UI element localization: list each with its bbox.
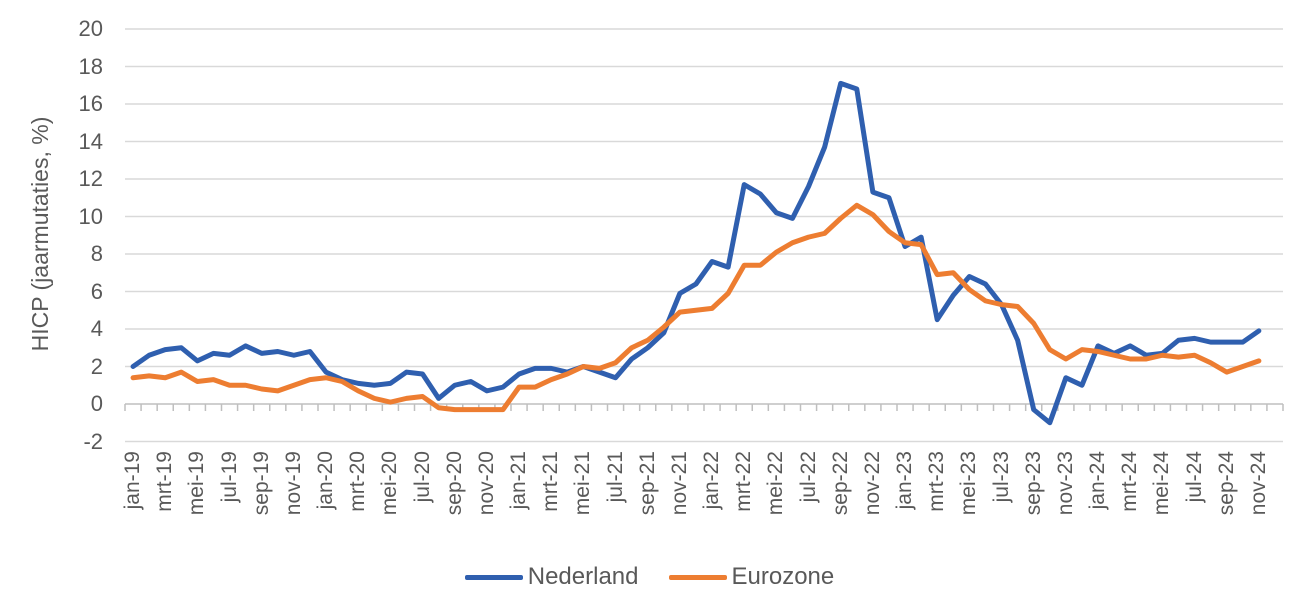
y-axis-title: HICP (jaarmutaties, %) <box>27 116 53 352</box>
x-axis-tick-label: jan-23 <box>893 451 917 510</box>
x-axis-tick-label: nov-20 <box>474 451 498 516</box>
y-axis-tick-label: 2 <box>90 353 103 379</box>
x-axis-tick-label: sep-21 <box>635 451 659 516</box>
y-axis-tick-label: 14 <box>78 128 103 154</box>
nederland-line-swatch-icon <box>464 574 523 580</box>
x-axis-tick-label: mrt-22 <box>732 451 756 512</box>
x-axis-tick-label: sep-23 <box>1021 451 1045 516</box>
y-axis-tick-label: 10 <box>78 203 103 229</box>
y-axis-tick-label: 6 <box>90 278 103 304</box>
y-axis-tick-label: -2 <box>83 428 103 454</box>
x-axis-tick-label: mei-21 <box>571 451 595 516</box>
x-axis-tick-label: nov-24 <box>1246 451 1270 516</box>
x-axis-tick-label: mrt-24 <box>1118 451 1142 512</box>
x-axis-tick-label: mei-19 <box>185 451 209 516</box>
x-axis-tick-label: jan-24 <box>1086 451 1110 510</box>
x-axis-tick-label: jan-20 <box>314 451 338 510</box>
legend-label-nederland: Nederland <box>527 563 639 590</box>
x-axis-tick-label: mrt-20 <box>346 451 370 512</box>
x-axis-tick-label: nov-23 <box>1053 451 1077 516</box>
x-axis-tick-label: sep-19 <box>249 451 273 516</box>
x-axis-tick-label: mei-22 <box>764 451 788 516</box>
series-line-nederland <box>130 80 1262 426</box>
x-axis-tick-label: mrt-23 <box>925 451 949 512</box>
x-axis-tick-label: mrt-19 <box>153 451 177 512</box>
x-axis-tick-label: jul-24 <box>1182 451 1206 503</box>
x-axis-tick-label: jul-23 <box>989 451 1013 503</box>
y-axis-tick-label: 16 <box>78 91 103 116</box>
legend-item-eurozone: Eurozone <box>668 563 835 591</box>
x-axis-tick-label: mei-23 <box>957 451 981 516</box>
x-axis-tick-label: jul-22 <box>796 451 820 503</box>
legend-item-nederland: Nederland <box>464 563 639 591</box>
y-axis-tick-label: 20 <box>78 16 103 41</box>
x-axis-tick-label: jul-19 <box>217 451 241 503</box>
x-axis-tick-label: sep-24 <box>1214 451 1238 516</box>
legend: Nederland Eurozone <box>0 563 1299 591</box>
x-axis-tick-label: jan-22 <box>700 451 724 510</box>
y-axis-tick-label: 18 <box>78 53 103 79</box>
x-axis-tick-label: jul-21 <box>603 451 627 503</box>
y-axis-tick-label: 8 <box>90 241 103 266</box>
x-axis-tick-label: nov-21 <box>667 451 691 516</box>
x-axis-tick-label: sep-22 <box>828 451 852 516</box>
x-axis-tick-label: mei-24 <box>1150 451 1174 516</box>
eurozone-line-swatch-icon <box>668 574 727 580</box>
y-axis-tick-label: 0 <box>90 391 103 416</box>
series-line-eurozone <box>130 202 1262 413</box>
x-axis-tick-label: jan-19 <box>121 451 145 510</box>
x-axis-tick-label: nov-22 <box>860 451 884 516</box>
y-axis-tick-label: 12 <box>78 166 103 191</box>
x-axis-tick-label: sep-20 <box>442 451 466 516</box>
x-axis-tick-label: mrt-21 <box>539 451 563 512</box>
x-axis-tick-label: nov-19 <box>281 451 305 516</box>
x-axis-tick-label: jul-20 <box>410 451 434 503</box>
x-axis-tick-label: mei-20 <box>378 451 402 516</box>
legend-label-eurozone: Eurozone <box>731 563 835 590</box>
x-axis-tick-label: jan-21 <box>507 451 531 510</box>
y-axis-tick-label: 4 <box>90 316 103 341</box>
